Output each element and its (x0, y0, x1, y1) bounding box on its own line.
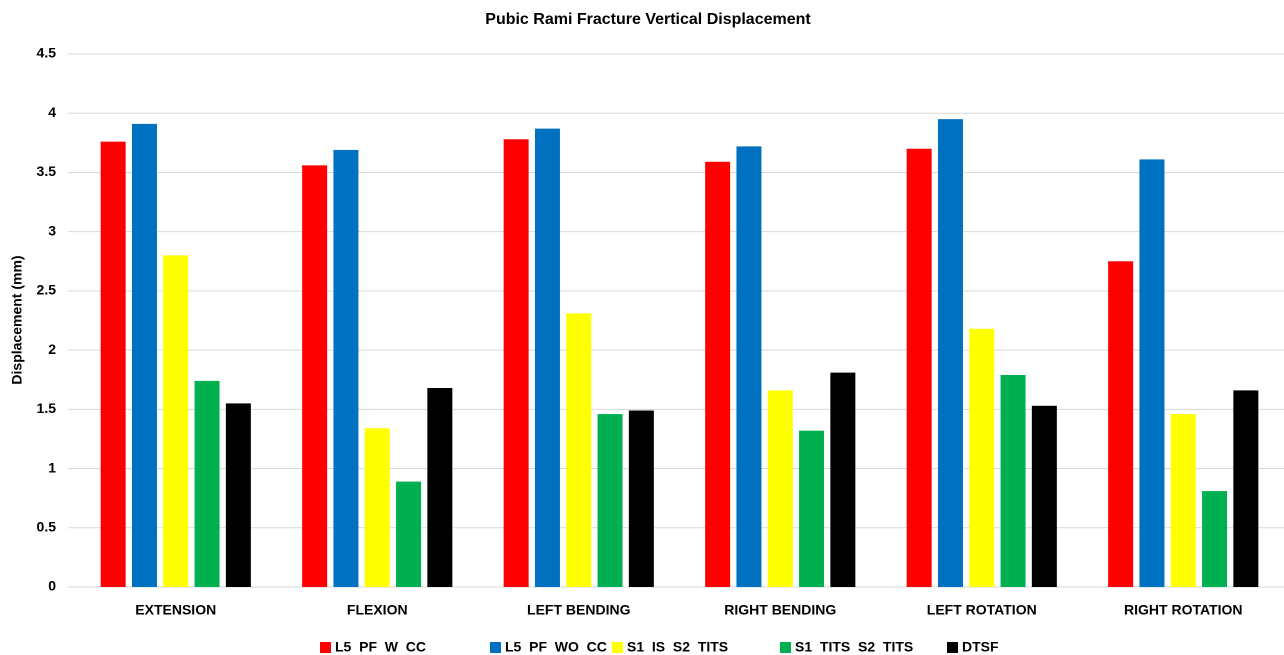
bar (1202, 491, 1228, 587)
legend-label: S1 TITS S2 TITS (795, 639, 913, 655)
legend-swatch (320, 642, 331, 653)
bar (396, 481, 422, 587)
bar (100, 141, 126, 587)
x-tick-label: LEFT ROTATION (927, 602, 1037, 618)
bar (799, 430, 825, 587)
y-tick-label: 4 (48, 104, 56, 120)
y-tick-label: 3.5 (37, 163, 57, 179)
bar (705, 161, 731, 588)
bar (937, 119, 963, 588)
x-tick-label: RIGHT BENDING (724, 602, 836, 618)
y-tick-label: 4.5 (37, 45, 57, 61)
bar (302, 165, 328, 588)
legend-swatch (947, 642, 958, 653)
y-tick-label: 3 (48, 222, 56, 238)
y-tick-label: 2 (48, 341, 56, 357)
bar (364, 428, 390, 587)
y-tick-label: 0.5 (37, 518, 57, 534)
y-tick-label: 1 (48, 459, 56, 475)
legend-swatch (612, 642, 623, 653)
bar (1031, 405, 1057, 587)
bar (736, 146, 762, 588)
bar (333, 149, 359, 587)
bar (163, 255, 189, 587)
bar (767, 390, 793, 587)
legend-label: L5 PF W CC (335, 639, 426, 655)
bar (628, 410, 654, 587)
x-tick-label: EXTENSION (135, 602, 216, 618)
bar (194, 380, 220, 587)
bar (534, 128, 560, 587)
legend-label: DTSF (962, 639, 999, 655)
legend-label: L5 PF WO CC (505, 639, 607, 655)
legend-swatch (780, 642, 791, 653)
bar (503, 139, 529, 587)
legend-label: S1 IS S2 TITS (627, 639, 728, 655)
bar (1000, 374, 1026, 587)
bar (225, 403, 251, 587)
chart-title: Pubic Rami Fracture Vertical Displacemen… (485, 11, 811, 28)
x-tick-label: RIGHT ROTATION (1124, 602, 1242, 618)
bar (1170, 414, 1196, 587)
bar (1108, 261, 1134, 587)
bar (597, 414, 623, 587)
bar (969, 328, 995, 587)
y-axis-label: Displacement (mm) (9, 255, 25, 384)
x-tick-label: LEFT BENDING (527, 602, 631, 618)
bar (427, 388, 453, 587)
bar (830, 372, 856, 587)
bar (566, 313, 592, 587)
legend-swatch (490, 642, 501, 653)
bar (1139, 159, 1165, 587)
bar (1233, 390, 1259, 587)
y-tick-label: 2.5 (37, 282, 57, 298)
bar (906, 148, 932, 587)
bar (131, 123, 157, 587)
y-tick-label: 1.5 (37, 400, 57, 416)
y-tick-label: 0 (48, 578, 56, 594)
x-tick-label: FLEXION (347, 602, 408, 618)
